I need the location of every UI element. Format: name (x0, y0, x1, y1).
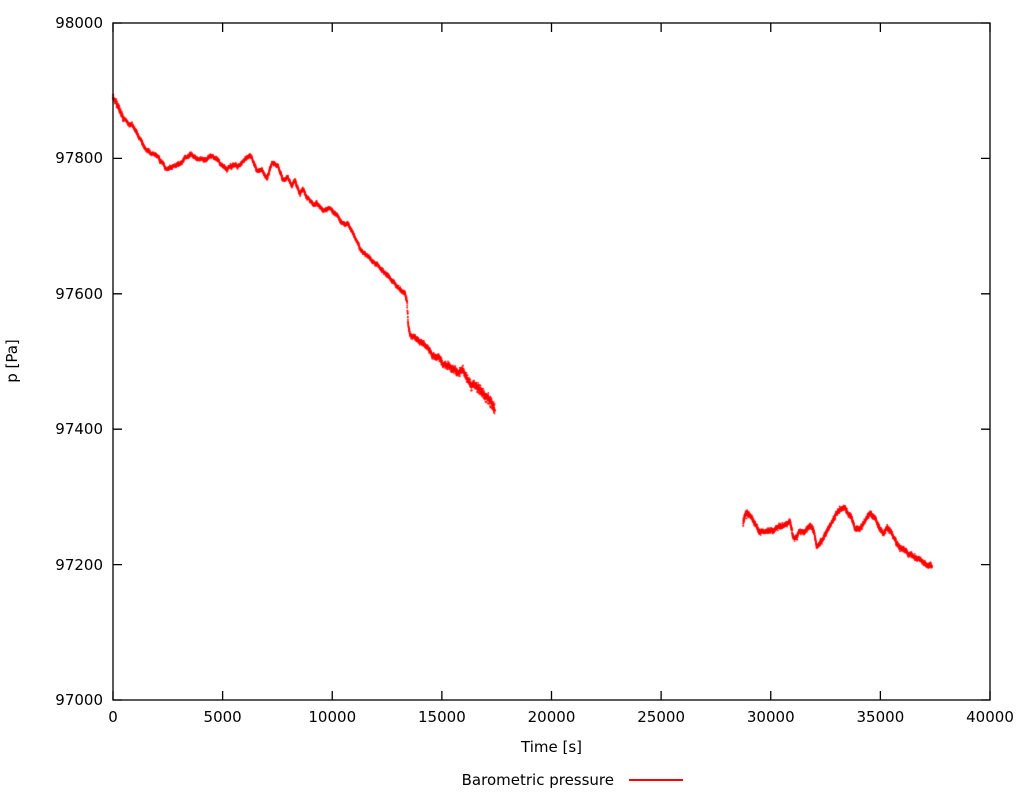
x-tick-label: 35000 (856, 708, 905, 726)
legend-line-sample (629, 779, 683, 781)
x-tick-label: 15000 (418, 708, 466, 726)
y-tick-label: 98000 (55, 14, 103, 32)
x-tick-label: 20000 (527, 708, 576, 726)
plot-border (112, 22, 991, 701)
x-tick-label: 10000 (308, 708, 357, 726)
y-tick-label: 97200 (55, 555, 103, 574)
axis-ticks (112, 22, 991, 701)
x-tick-label: 0 (108, 708, 118, 726)
x-tick-label: 40000 (966, 708, 1014, 726)
y-tick-label: 97000 (55, 691, 103, 709)
y-tick-label: 97600 (55, 284, 103, 303)
y-axis-title: p [Pa] (3, 339, 21, 383)
x-axis-title: Time [s] (521, 738, 582, 756)
x-tick-label: 30000 (746, 708, 795, 726)
x-tick-label: 5000 (203, 708, 242, 726)
y-tick-label: 97800 (55, 149, 103, 168)
legend-label: Barometric pressure (461, 771, 614, 789)
y-tick-label: 97400 (55, 420, 103, 439)
x-tick-label: 25000 (637, 708, 685, 726)
